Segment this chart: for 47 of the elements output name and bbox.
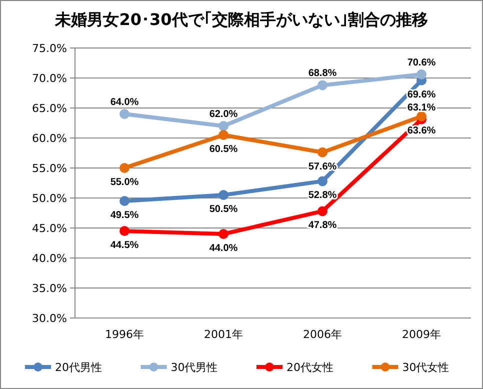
legend-label: 30代男性 — [170, 360, 218, 374]
point — [416, 111, 426, 122]
data-label: 62.0% — [209, 109, 238, 120]
data-label: 47.8% — [308, 220, 337, 232]
legend-label: 20代男性 — [55, 360, 102, 374]
data-label: 63.1% — [407, 102, 436, 114]
data-label: 52.8% — [308, 190, 337, 202]
y-tick-label: 45.0% — [32, 222, 67, 235]
y-tick-label: 40.0% — [32, 252, 67, 265]
y-tick-label: 55.0% — [32, 162, 67, 175]
data-label: 44.0% — [209, 243, 238, 254]
data-label: 69.6% — [407, 89, 436, 100]
data-label: 44.5% — [110, 240, 139, 251]
x-tick-label: 2006年 — [303, 328, 342, 341]
point — [318, 147, 328, 158]
legend-label: 20代女性 — [286, 360, 334, 374]
y-tick-label: 35.0% — [32, 282, 67, 295]
y-tick-label: 70.0% — [32, 72, 67, 85]
point — [218, 229, 228, 239]
x-tick-label: 1996年 — [105, 328, 144, 341]
point — [416, 69, 426, 80]
data-label: 60.5% — [209, 144, 238, 155]
point — [318, 176, 328, 186]
data-label: 55.0% — [110, 177, 139, 188]
point — [218, 190, 228, 200]
data-label: 68.8% — [308, 68, 337, 80]
x-tick-label: 2001年 — [204, 328, 243, 341]
point — [218, 121, 228, 131]
legend-label: 30代女性 — [402, 360, 450, 374]
x-tick-label: 2009年 — [402, 328, 441, 341]
y-tick-label: 60.0% — [32, 132, 67, 145]
point — [318, 80, 328, 90]
y-tick-label: 75.0% — [32, 42, 67, 55]
y-tick-label: 50.0% — [32, 192, 67, 205]
point — [120, 226, 130, 236]
data-label: 49.5% — [110, 210, 139, 221]
data-label: 64.0% — [110, 97, 139, 108]
chart-title: 未婚男女20･30代で｢交際相手がいない｣割合の推移 — [54, 10, 428, 29]
data-label: 50.5% — [209, 204, 238, 215]
point — [120, 109, 130, 119]
y-tick-label: 65.0% — [32, 102, 67, 115]
point — [318, 206, 328, 216]
y-tick-label: 30.0% — [32, 312, 67, 325]
data-label: 70.6% — [407, 57, 436, 68]
point — [218, 130, 228, 140]
point — [120, 196, 130, 206]
point — [120, 163, 130, 173]
